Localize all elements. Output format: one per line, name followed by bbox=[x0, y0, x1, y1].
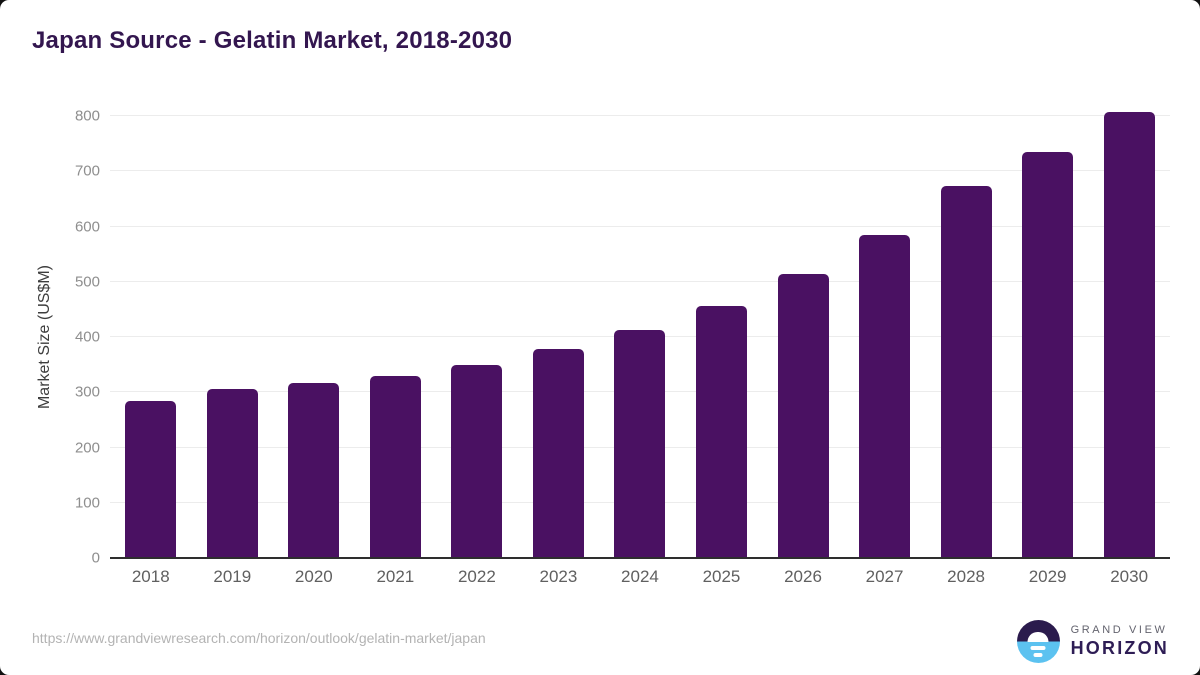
brand-logo: GRAND VIEW HORIZON bbox=[1016, 620, 1169, 663]
y-tick-label-100: 100 bbox=[74, 494, 100, 512]
x-tick-label-2021: 2021 bbox=[376, 567, 415, 586]
bar-2029 bbox=[1022, 151, 1074, 558]
x-axis-line bbox=[110, 557, 1170, 559]
x-tick-label-2025: 2025 bbox=[702, 567, 741, 586]
logo-sun-shape bbox=[1027, 631, 1049, 642]
y-tick-label-400: 400 bbox=[74, 328, 100, 346]
x-tick-label-2026: 2026 bbox=[784, 567, 822, 586]
bar-column-2019 bbox=[192, 116, 274, 558]
y-tick-label-0: 0 bbox=[91, 549, 100, 567]
bar-column-2030 bbox=[1088, 112, 1170, 558]
gridline-800 bbox=[110, 115, 1170, 116]
y-tick-label-700: 700 bbox=[74, 162, 100, 180]
bar-2030 bbox=[1103, 112, 1155, 558]
gridline-500 bbox=[110, 280, 1170, 282]
x-tick-label-2027: 2027 bbox=[865, 567, 904, 586]
bar-2018 bbox=[125, 401, 177, 558]
bar-2024 bbox=[614, 329, 666, 558]
bar-2028 bbox=[940, 186, 992, 558]
source-url: https://www.grandviewresearch.com/horizo… bbox=[32, 630, 486, 646]
bar-series bbox=[110, 112, 1170, 558]
x-tick-label-2022: 2022 bbox=[457, 567, 496, 586]
gridline-600 bbox=[110, 225, 1170, 227]
x-tick-label-2024: 2024 bbox=[621, 567, 659, 586]
y-axis-tick-labels: 0 100 200 300 400 500 600 700 800 bbox=[0, 108, 100, 567]
y-tick-label-300: 300 bbox=[74, 383, 100, 401]
bar-2023 bbox=[532, 348, 584, 558]
x-tick-label-2028: 2028 bbox=[947, 567, 985, 586]
bar-column-2027 bbox=[844, 116, 926, 558]
bar-column-2021 bbox=[355, 116, 437, 558]
bar-column-2018 bbox=[110, 116, 192, 558]
bar-column-2022 bbox=[436, 116, 518, 558]
logo-wordmark: GRAND VIEW HORIZON bbox=[1071, 624, 1169, 659]
plot-area bbox=[110, 112, 1170, 559]
x-tick-label-2023: 2023 bbox=[539, 567, 578, 586]
bar-2021 bbox=[369, 375, 421, 558]
horizon-sun-logo-icon bbox=[1016, 620, 1060, 663]
bar-column-2020 bbox=[273, 116, 355, 558]
bar-2019 bbox=[206, 388, 258, 558]
bar-2027 bbox=[859, 234, 911, 558]
y-tick-label-600: 600 bbox=[74, 218, 100, 235]
bar-column-2028 bbox=[925, 116, 1007, 558]
bar-column-2024 bbox=[599, 116, 681, 558]
bar-column-2029 bbox=[1007, 116, 1089, 558]
x-tick-label-2020: 2020 bbox=[294, 567, 333, 586]
gridline-700 bbox=[110, 170, 1170, 172]
bar-2020 bbox=[288, 383, 340, 558]
y-tick-label-500: 500 bbox=[74, 273, 100, 291]
bar-2026 bbox=[777, 274, 829, 558]
bar-2025 bbox=[695, 305, 747, 558]
y-tick-label-800: 800 bbox=[74, 107, 100, 125]
chart-title: Japan Source - Gelatin Market, 2018-2030 bbox=[32, 27, 513, 54]
x-tick-label-2029: 2029 bbox=[1028, 567, 1067, 586]
logo-reflection-line-2 bbox=[1033, 652, 1043, 657]
logo-brand-line2: HORIZON bbox=[1070, 638, 1169, 658]
bar-2022 bbox=[451, 365, 503, 558]
x-tick-label-2030: 2030 bbox=[1110, 567, 1149, 586]
x-tick-label-2018: 2018 bbox=[131, 567, 170, 586]
x-tick-label-2019: 2019 bbox=[213, 567, 252, 586]
logo-reflection-line-1 bbox=[1030, 645, 1046, 650]
bar-column-2026 bbox=[762, 116, 844, 558]
bar-column-2025 bbox=[681, 116, 763, 558]
x-axis-tick-labels: 2018 2019 2020 2021 2022 2023 2024 2025 2026 2027… bbox=[110, 567, 1170, 587]
bar-column-2023 bbox=[518, 116, 600, 558]
logo-brand-line1: GRAND VIEW bbox=[1070, 624, 1168, 636]
y-tick-label-200: 200 bbox=[74, 439, 100, 456]
